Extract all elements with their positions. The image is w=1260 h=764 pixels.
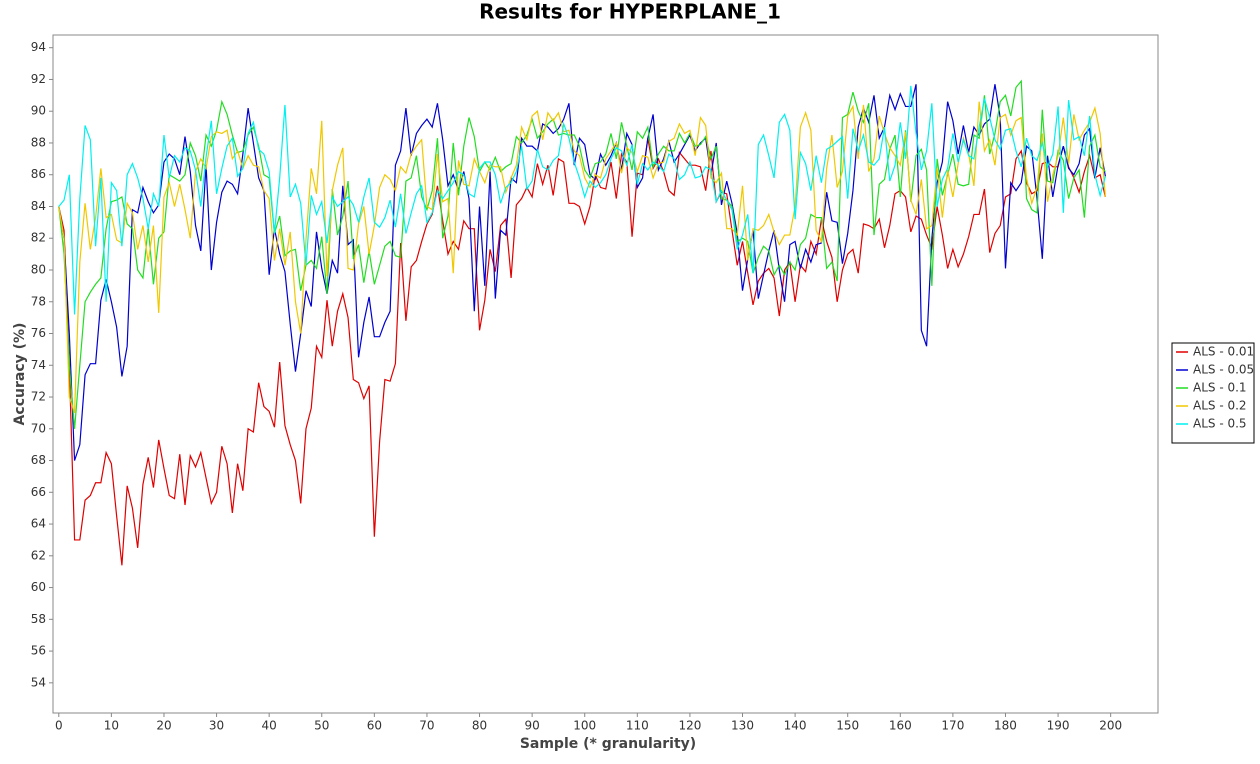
legend-label: ALS - 0.01 bbox=[1193, 345, 1254, 359]
x-tick-label: 30 bbox=[209, 719, 224, 733]
y-tick-label: 94 bbox=[31, 40, 46, 54]
x-tick-label: 190 bbox=[1047, 719, 1070, 733]
x-tick-label: 100 bbox=[573, 719, 596, 733]
legend-label: ALS - 0.1 bbox=[1193, 381, 1247, 395]
x-tick-label: 110 bbox=[626, 719, 649, 733]
series-line bbox=[58, 101, 1107, 414]
x-tick-label: 120 bbox=[678, 719, 701, 733]
x-tick-label: 50 bbox=[314, 719, 329, 733]
legend-label: ALS - 0.2 bbox=[1193, 399, 1247, 413]
y-tick-label: 84 bbox=[31, 199, 46, 213]
y-tick-label: 80 bbox=[31, 262, 46, 276]
y-tick-label: 66 bbox=[31, 485, 46, 499]
chart-title: Results for HYPERPLANE_1 bbox=[479, 0, 781, 24]
y-tick-label: 88 bbox=[31, 135, 46, 149]
y-tick-label: 56 bbox=[31, 644, 46, 658]
y-tick-label: 72 bbox=[31, 390, 46, 404]
x-tick-label: 70 bbox=[419, 719, 434, 733]
x-tick-label: 20 bbox=[156, 719, 171, 733]
y-tick-label: 92 bbox=[31, 72, 46, 86]
y-tick-label: 76 bbox=[31, 326, 46, 340]
y-tick-label: 78 bbox=[31, 294, 46, 308]
legend-label: ALS - 0.5 bbox=[1193, 417, 1247, 431]
y-tick-label: 86 bbox=[31, 167, 46, 181]
y-tick-label: 70 bbox=[31, 421, 46, 435]
x-axis-label: Sample (* granularity) bbox=[520, 736, 696, 752]
y-tick-label: 54 bbox=[31, 675, 46, 689]
x-tick-label: 150 bbox=[836, 719, 859, 733]
plot-area bbox=[52, 34, 1159, 714]
x-tick-label: 160 bbox=[889, 719, 912, 733]
y-tick-label: 60 bbox=[31, 580, 46, 594]
y-tick-label: 74 bbox=[31, 358, 46, 372]
x-tick-label: 140 bbox=[784, 719, 807, 733]
x-tick-label: 90 bbox=[524, 719, 539, 733]
x-tick-label: 10 bbox=[104, 719, 119, 733]
x-tick-label: 0 bbox=[55, 719, 63, 733]
x-tick-label: 170 bbox=[941, 719, 964, 733]
x-tick-label: 40 bbox=[262, 719, 277, 733]
x-tick-label: 80 bbox=[472, 719, 487, 733]
series-line bbox=[58, 79, 1106, 429]
x-tick-label: 60 bbox=[367, 719, 382, 733]
legend-label: ALS - 0.05 bbox=[1193, 363, 1254, 377]
y-tick-label: 82 bbox=[31, 231, 46, 245]
x-tick-label: 200 bbox=[1099, 719, 1122, 733]
x-tick-label: 180 bbox=[994, 719, 1017, 733]
series-line bbox=[58, 85, 1106, 315]
x-tick-label: 130 bbox=[731, 719, 754, 733]
y-tick-label: 68 bbox=[31, 453, 46, 467]
y-tick-label: 90 bbox=[31, 104, 46, 118]
y-tick-label: 64 bbox=[31, 517, 46, 531]
y-axis-label: Accuracy (%) bbox=[12, 323, 28, 426]
y-tick-label: 62 bbox=[31, 548, 46, 562]
y-tick-label: 58 bbox=[31, 612, 46, 626]
legend-box bbox=[1171, 342, 1255, 444]
